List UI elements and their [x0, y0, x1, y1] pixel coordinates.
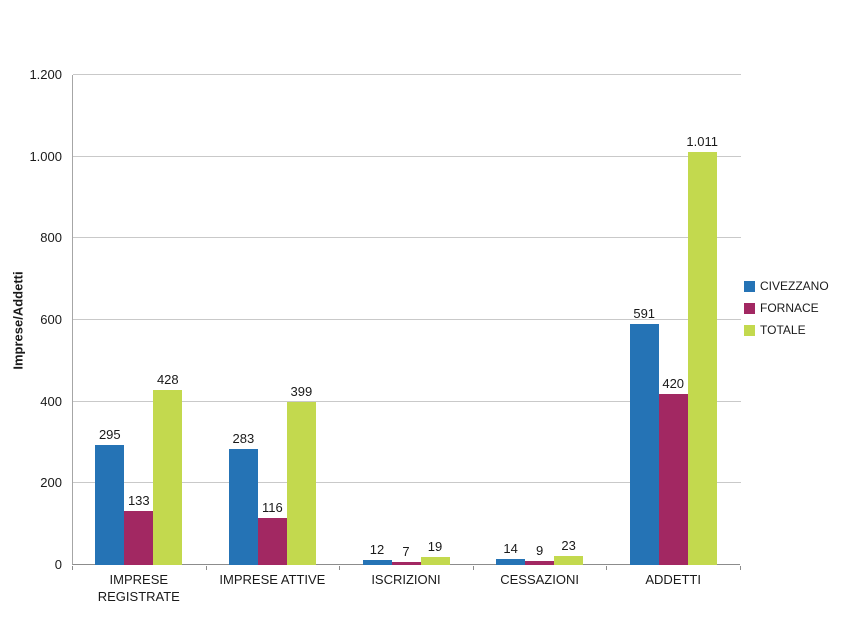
y-tick-label: 200: [40, 475, 62, 491]
category-label: IMPRESE ATTIVE: [219, 572, 326, 587]
bar-value-label: 591: [633, 305, 656, 321]
bar-value-label: 1.011: [686, 134, 718, 150]
bar: [228, 449, 258, 565]
gridline: [73, 74, 741, 75]
y-tick-label: 1.000: [29, 148, 62, 164]
gridline: [73, 237, 741, 239]
bar: [629, 323, 659, 565]
bar-value-label: 428: [156, 372, 179, 388]
bar: [286, 402, 316, 565]
bar: [525, 561, 555, 565]
x-axis-tick: [205, 566, 207, 570]
x-axis-tick: [740, 566, 741, 570]
category-label: IMPRESE REGISTRATE: [97, 572, 180, 604]
y-tick-label: 0: [54, 557, 62, 572]
bar: [420, 557, 450, 565]
category-label: CESSAZIONI: [500, 572, 579, 587]
bar: [257, 517, 287, 565]
legend-item: FORNACE: [744, 301, 829, 315]
bar-value-label: 9: [535, 543, 544, 559]
bar-value-label: 133: [127, 492, 150, 508]
bar: [391, 562, 421, 565]
bar: [496, 559, 526, 565]
bar-value-label: 283: [232, 431, 255, 447]
category-label: ISCRIZIONI: [371, 572, 441, 587]
bar: [362, 560, 392, 565]
bar-value-label: 399: [290, 384, 313, 400]
bar-value-label: 19: [427, 539, 443, 555]
bar-value-label: 23: [561, 537, 576, 553]
bar: [124, 510, 154, 565]
bar-value-label: 420: [662, 375, 685, 391]
bar-value-label: 7: [402, 544, 410, 560]
x-axis-tick: [606, 566, 608, 570]
legend: CIVEZZANO FORNACE TOTALE: [744, 279, 829, 337]
gridline: [73, 400, 741, 402]
gridline: [73, 155, 741, 157]
bar: [554, 555, 584, 565]
legend-label: FORNACE: [760, 301, 819, 315]
bar-value-label: 14: [503, 541, 518, 557]
bar-value-label: 295: [98, 426, 121, 442]
bar-value-label: 116: [262, 499, 283, 515]
y-tick-label: 400: [40, 393, 62, 409]
x-axis-tick: [472, 566, 474, 570]
legend-swatch-icon: [744, 302, 755, 314]
y-tick-label: 800: [40, 230, 62, 246]
legend-item: TOTALE: [744, 323, 829, 337]
y-tick-label: 1.200: [29, 67, 62, 82]
gridline: [73, 482, 741, 484]
bar: [95, 444, 125, 565]
category-label: ADDETTI: [645, 572, 701, 587]
bar: [153, 390, 183, 565]
bar-value-label: 12: [369, 542, 385, 558]
gridline: [73, 319, 741, 320]
legend-swatch-icon: [744, 280, 755, 292]
legend-label: TOTALE: [760, 323, 806, 337]
bar: [687, 152, 717, 565]
x-axis-tick: [72, 566, 73, 570]
legend-item: CIVEZZANO: [744, 279, 829, 293]
y-tick-label: 600: [40, 312, 62, 327]
bar: [658, 393, 688, 565]
legend-label: CIVEZZANO: [760, 279, 829, 293]
legend-swatch-icon: [744, 324, 755, 336]
x-axis-tick: [339, 566, 341, 570]
